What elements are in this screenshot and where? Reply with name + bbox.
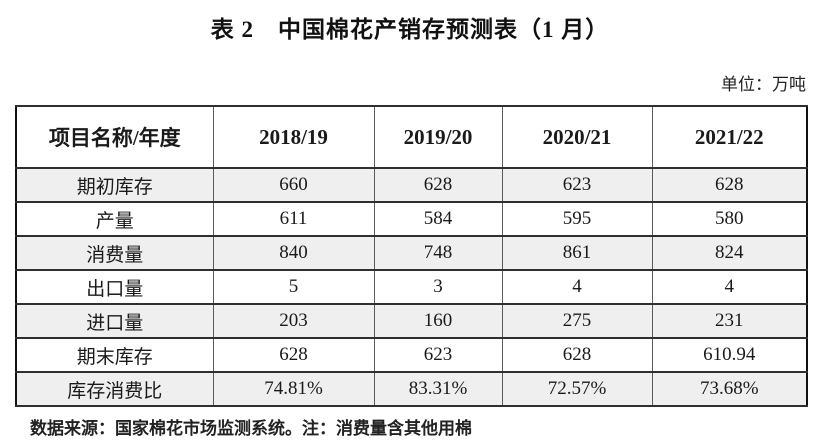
table-row: 消费量 840 748 861 824 [15, 235, 808, 271]
header-cell-item-name: 项目名称/年度 [15, 105, 214, 169]
value-cell: 83.31% [373, 371, 503, 407]
value-cell: 4 [651, 269, 808, 305]
header-cell-year-4: 2021/22 [651, 105, 808, 169]
value-cell: 5 [212, 269, 375, 305]
value-cell: 824 [651, 235, 808, 271]
value-cell: 628 [373, 167, 503, 203]
value-cell: 861 [501, 235, 653, 271]
header-cell-year-3: 2020/21 [501, 105, 653, 169]
value-cell: 628 [501, 337, 653, 373]
row-label: 出口量 [15, 269, 214, 305]
table-row: 期初库存 660 628 623 628 [15, 167, 808, 203]
page-title: 表 2 中国棉花产销存预测表（1 月） [210, 17, 610, 42]
value-cell: 660 [212, 167, 375, 203]
value-cell: 628 [651, 167, 808, 203]
value-cell: 840 [212, 235, 375, 271]
table-row: 产量 611 584 595 580 [15, 201, 808, 237]
value-cell: 623 [501, 167, 653, 203]
forecast-table: 项目名称/年度 2018/19 2019/20 2020/21 2021/22 … [15, 105, 808, 407]
value-cell: 3 [373, 269, 503, 305]
row-label: 期初库存 [15, 167, 214, 203]
table-header-row: 项目名称/年度 2018/19 2019/20 2020/21 2021/22 [15, 105, 808, 169]
unit-label: 单位：万吨 [721, 75, 806, 94]
value-cell: 73.68% [651, 371, 808, 407]
row-label: 库存消费比 [15, 371, 214, 407]
header-cell-year-1: 2018/19 [212, 105, 375, 169]
value-cell: 748 [373, 235, 503, 271]
row-label: 进口量 [15, 303, 214, 339]
row-label: 期末库存 [15, 337, 214, 373]
value-cell: 160 [373, 303, 503, 339]
row-label: 消费量 [15, 235, 214, 271]
data-source-note: 数据来源：国家棉花市场监测系统。注：消费量含其他用棉 [30, 419, 472, 438]
row-label: 产量 [15, 201, 214, 237]
table-row: 出口量 5 3 4 4 [15, 269, 808, 305]
value-cell: 610.94 [651, 337, 808, 373]
value-cell: 595 [501, 201, 653, 237]
value-cell: 580 [651, 201, 808, 237]
value-cell: 72.57% [501, 371, 653, 407]
table-row: 进口量 203 160 275 231 [15, 303, 808, 339]
value-cell: 203 [212, 303, 375, 339]
header-cell-year-2: 2019/20 [373, 105, 503, 169]
value-cell: 231 [651, 303, 808, 339]
table-row: 库存消费比 74.81% 83.31% 72.57% 73.68% [15, 371, 808, 407]
table-row: 期末库存 628 623 628 610.94 [15, 337, 808, 373]
value-cell: 275 [501, 303, 653, 339]
table-body: 期初库存 660 628 623 628 产量 611 584 595 580 消费量 840 748 8… [15, 167, 808, 407]
value-cell: 584 [373, 201, 503, 237]
value-cell: 628 [212, 337, 375, 373]
value-cell: 623 [373, 337, 503, 373]
value-cell: 611 [212, 201, 375, 237]
value-cell: 74.81% [212, 371, 375, 407]
value-cell: 4 [501, 269, 653, 305]
